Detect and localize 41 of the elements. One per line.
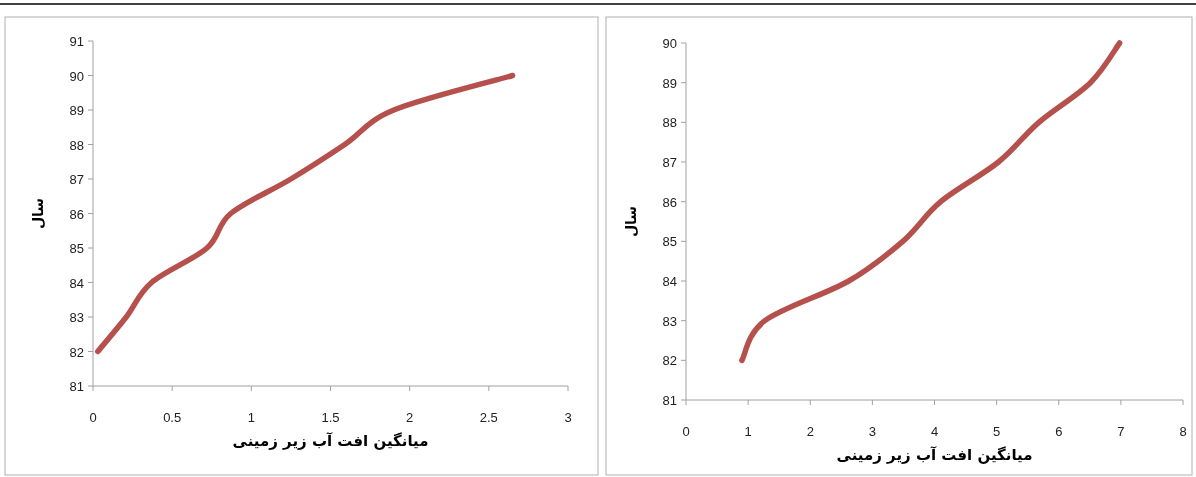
x-tick-label: 3 xyxy=(564,410,572,425)
y-tick-label: 86 xyxy=(662,194,677,210)
y-tick-label: 89 xyxy=(662,75,677,91)
x-tick-label: 3 xyxy=(868,424,876,439)
x-tick-label: 2.5 xyxy=(479,410,498,425)
y-axis-title: سال xyxy=(623,205,639,238)
y-tick-label: 82 xyxy=(662,353,677,369)
x-tick-label: 5 xyxy=(993,424,1001,439)
x-axis-title: میانگین افت آب زیر زمینی xyxy=(232,432,429,450)
x-tick-label: 0.5 xyxy=(163,410,182,425)
x-tick-label: 7 xyxy=(1117,424,1125,439)
y-tick-label: 87 xyxy=(662,155,677,170)
y-tick-label: 84 xyxy=(69,275,84,291)
y-axis-title: سال xyxy=(30,197,46,230)
y-tick-label: 81 xyxy=(69,379,84,394)
x-tick-label: 8 xyxy=(1179,424,1187,439)
x-tick-label: 1 xyxy=(744,424,752,439)
x-tick-label: 0 xyxy=(682,424,690,439)
x-tick-label: 4 xyxy=(930,424,939,439)
x-tick-label: 0 xyxy=(89,410,97,425)
y-tick-label: 90 xyxy=(69,68,84,84)
y-tick-label: 87 xyxy=(69,172,84,187)
y-tick-label: 85 xyxy=(662,234,677,250)
x-tick-label: 2 xyxy=(406,410,414,425)
x-tick-label: 1.5 xyxy=(321,410,340,425)
x-tick-label: 6 xyxy=(1055,424,1063,439)
y-tick-label: 89 xyxy=(69,103,84,118)
y-tick-label: 85 xyxy=(69,241,84,256)
y-tick-label: 83 xyxy=(662,313,677,329)
y-tick-label: 84 xyxy=(662,274,677,289)
y-tick-label: 91 xyxy=(69,34,84,49)
x-tick-label: 2 xyxy=(806,424,814,439)
x-axis-title: میانگین افت آب زیر زمینی xyxy=(836,446,1033,464)
y-tick-label: 81 xyxy=(662,393,677,408)
y-tick-label: 83 xyxy=(69,310,84,325)
y-tick-label: 88 xyxy=(69,137,84,153)
y-tick-label: 82 xyxy=(69,344,84,360)
y-tick-label: 90 xyxy=(662,36,677,51)
y-tick-label: 88 xyxy=(662,115,677,131)
y-tick-label: 86 xyxy=(69,206,84,222)
x-tick-label: 1 xyxy=(247,410,255,425)
